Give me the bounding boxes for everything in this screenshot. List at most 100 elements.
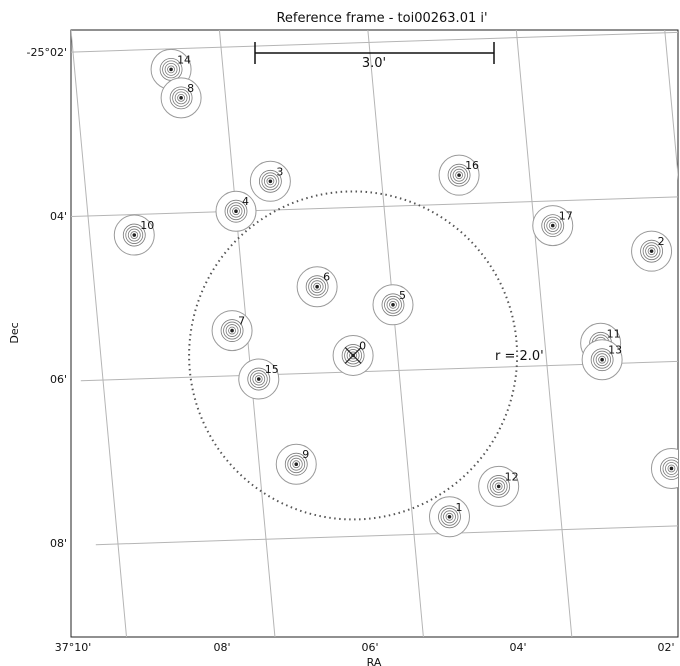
star-contour (494, 482, 503, 491)
star-label: 11 (607, 327, 621, 340)
star-contour (261, 172, 280, 191)
star-core (649, 249, 654, 253)
aperture-label: r = 2.0' (495, 349, 544, 364)
star-contour (172, 88, 191, 107)
star-label: 13 (608, 344, 622, 357)
star-18: 18 (650, 447, 678, 489)
grid-line-ra (71, 30, 128, 637)
star-4: 4 (215, 190, 257, 232)
star-contour (438, 505, 461, 529)
star-contour (489, 477, 508, 496)
star-label: 5 (399, 289, 406, 302)
star-contour (122, 223, 146, 247)
star-contour (227, 202, 245, 221)
star-contour (266, 177, 275, 186)
star-contour (450, 166, 468, 185)
star-core (457, 173, 461, 177)
star-contour (127, 228, 141, 242)
star-17: 17 (532, 205, 574, 247)
grid-line-ra (367, 30, 424, 637)
star-contour (447, 163, 471, 187)
chart-title: Reference frame - toi00263.01 i' (276, 11, 487, 26)
star-contour (305, 275, 329, 299)
y-tick-label: 08' (50, 537, 67, 550)
x-tick-label: 02' (657, 641, 674, 654)
star-label: 8 (187, 82, 194, 95)
star-contour (254, 375, 263, 383)
star-core (391, 303, 395, 307)
star-core (256, 377, 261, 381)
star-core (268, 179, 273, 184)
star-core (294, 462, 299, 467)
star-core (669, 466, 674, 471)
star-contour (247, 367, 271, 391)
star-contour (590, 348, 614, 372)
star-contour (229, 204, 243, 218)
star-contour (223, 321, 241, 340)
star-contour (455, 171, 463, 180)
star-contour (541, 214, 565, 238)
star-label: 4 (242, 195, 249, 208)
grid-line-dec (71, 196, 678, 218)
star-contour (593, 350, 612, 369)
star-contour (162, 60, 180, 79)
star-6: 6 (296, 266, 338, 308)
star-contour (640, 239, 663, 263)
grid-line-dec (95, 525, 678, 546)
star-label: 15 (265, 363, 279, 376)
star-contour (284, 452, 308, 476)
star-contour (344, 346, 363, 365)
aperture-group (188, 190, 519, 521)
scale-bar-label: 3.0' (362, 56, 386, 71)
star-contour (292, 460, 301, 469)
star-contour (225, 324, 239, 337)
star-markers: 14 8 3 16 4 10 17 2 6 5 7 11 0 13 15 9 18 12 1 (113, 48, 678, 538)
star-contour (543, 216, 562, 235)
star-label: 12 (505, 470, 519, 483)
scale-bar: 3.0' (254, 42, 495, 71)
star-contour (313, 282, 322, 291)
star-16: 16 (438, 154, 480, 196)
star-core (600, 357, 604, 362)
star-core (132, 233, 137, 237)
star-contour (667, 464, 676, 473)
x-tick-label: 06' (361, 641, 378, 654)
star-contour (164, 62, 178, 76)
grid-line-dec (71, 31, 678, 53)
star-core (315, 284, 319, 289)
grid-line-ra (664, 30, 678, 181)
star-12: 12 (478, 465, 520, 507)
star-label: 2 (658, 235, 665, 248)
target-cross (344, 347, 362, 364)
star-contour (174, 91, 188, 105)
star-label: 0 (359, 339, 366, 352)
star-contour (381, 293, 405, 317)
x-tick-label: 04' (509, 641, 526, 654)
star-contour (258, 169, 282, 193)
star-contour (660, 457, 678, 480)
star-13: 13 (581, 339, 623, 381)
star-contour (642, 242, 661, 261)
star-contour (287, 455, 306, 474)
star-contour (177, 93, 186, 102)
star-contour (308, 277, 327, 296)
star-8: 8 (160, 77, 202, 119)
star-core (496, 484, 501, 489)
star-label: 17 (559, 210, 573, 223)
star-contour (167, 65, 175, 74)
x-axis-label: RA (367, 656, 382, 666)
aperture-circle (188, 190, 519, 521)
star-contour (440, 507, 459, 526)
star-contour (665, 462, 678, 475)
star-0: 0 (332, 334, 374, 376)
star-contour (443, 510, 456, 524)
star-core (179, 96, 183, 100)
star-contour (546, 219, 560, 233)
star-contour (232, 207, 240, 216)
star-core (447, 515, 452, 519)
star-contour (130, 231, 139, 239)
star-contour (341, 344, 365, 367)
x-axis: 37°10' 08' 06' 04' 02' RA (55, 641, 675, 666)
star-contour (224, 199, 248, 223)
